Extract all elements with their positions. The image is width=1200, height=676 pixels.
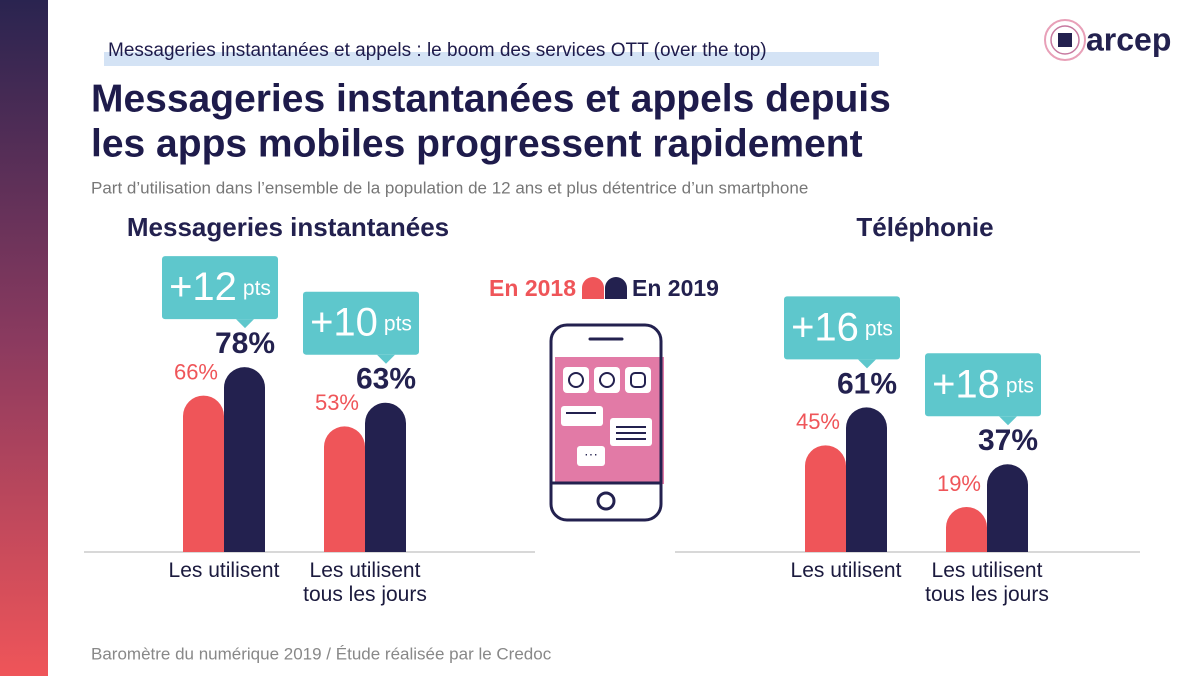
title: les apps mobiles progressent rapidement: [91, 122, 863, 165]
sidebar: [0, 0, 48, 676]
chart-title: Téléphonie: [856, 212, 993, 242]
svg-text:···: ···: [584, 446, 598, 462]
value-label: 66%: [174, 359, 218, 384]
callout-text: +10 pts: [310, 300, 412, 344]
callout-text: +18 pts: [932, 362, 1034, 406]
callout-unit: pts: [384, 312, 412, 335]
bar: [183, 395, 224, 552]
value-label: 37%: [978, 424, 1038, 457]
bar: [846, 407, 887, 552]
value-label: 61%: [837, 367, 897, 400]
legend-swatch: [605, 277, 627, 299]
category-label: Les utilisent tous les jours: [925, 559, 1049, 606]
callout-pointer: [236, 319, 254, 329]
callout: [162, 256, 278, 320]
callout-text: +16 pts: [791, 305, 893, 349]
title: Messageries instantanées et appels depui…: [91, 77, 891, 120]
bar: [946, 506, 987, 552]
kicker: Messageries instantanées et appels : le …: [108, 40, 767, 61]
value-label: 19%: [937, 471, 981, 496]
bar: [223, 367, 265, 552]
bar: [324, 426, 365, 552]
category-label: Les utilisent: [168, 559, 280, 582]
subtitle: Part d’utilisation dans l’ensemble de la…: [91, 178, 808, 197]
legend-swatch: [582, 277, 604, 299]
value-label: 53%: [315, 390, 359, 415]
callout-value: +18: [932, 362, 1000, 406]
callout-value: +16: [791, 305, 859, 349]
category-label: Les utilisent: [790, 559, 902, 582]
callout: [925, 353, 1041, 417]
callout-pointer: [377, 354, 395, 364]
bar: [365, 402, 406, 552]
chart-title: Messageries instantanées: [127, 212, 449, 242]
value-label: 78%: [215, 327, 275, 360]
value-label: 63%: [356, 363, 416, 396]
phone-illustration: ···: [549, 323, 664, 522]
callout: [303, 291, 419, 355]
callout-value: +12: [169, 265, 237, 309]
callout-pointer: [999, 416, 1017, 426]
callout-text: +12 pts: [169, 265, 271, 309]
logo-icon: [1044, 19, 1086, 61]
callout-unit: pts: [865, 317, 893, 340]
legend-label: En 2019: [632, 275, 719, 301]
bar: [987, 464, 1028, 552]
callout-value: +10: [310, 300, 378, 344]
legend-label: En 2018: [489, 275, 576, 301]
category-label: Les utilisent tous les jours: [303, 559, 427, 606]
bar: [805, 445, 846, 552]
source: Baromètre du numérique 2019 / Étude réal…: [91, 644, 552, 663]
value-label: 45%: [796, 409, 840, 434]
callout: [784, 296, 900, 360]
callout-unit: pts: [1006, 374, 1034, 397]
kicker-highlight: [104, 52, 879, 66]
callout-pointer: [858, 359, 876, 369]
callout-unit: pts: [243, 277, 271, 300]
logo: arcep: [1086, 21, 1171, 57]
